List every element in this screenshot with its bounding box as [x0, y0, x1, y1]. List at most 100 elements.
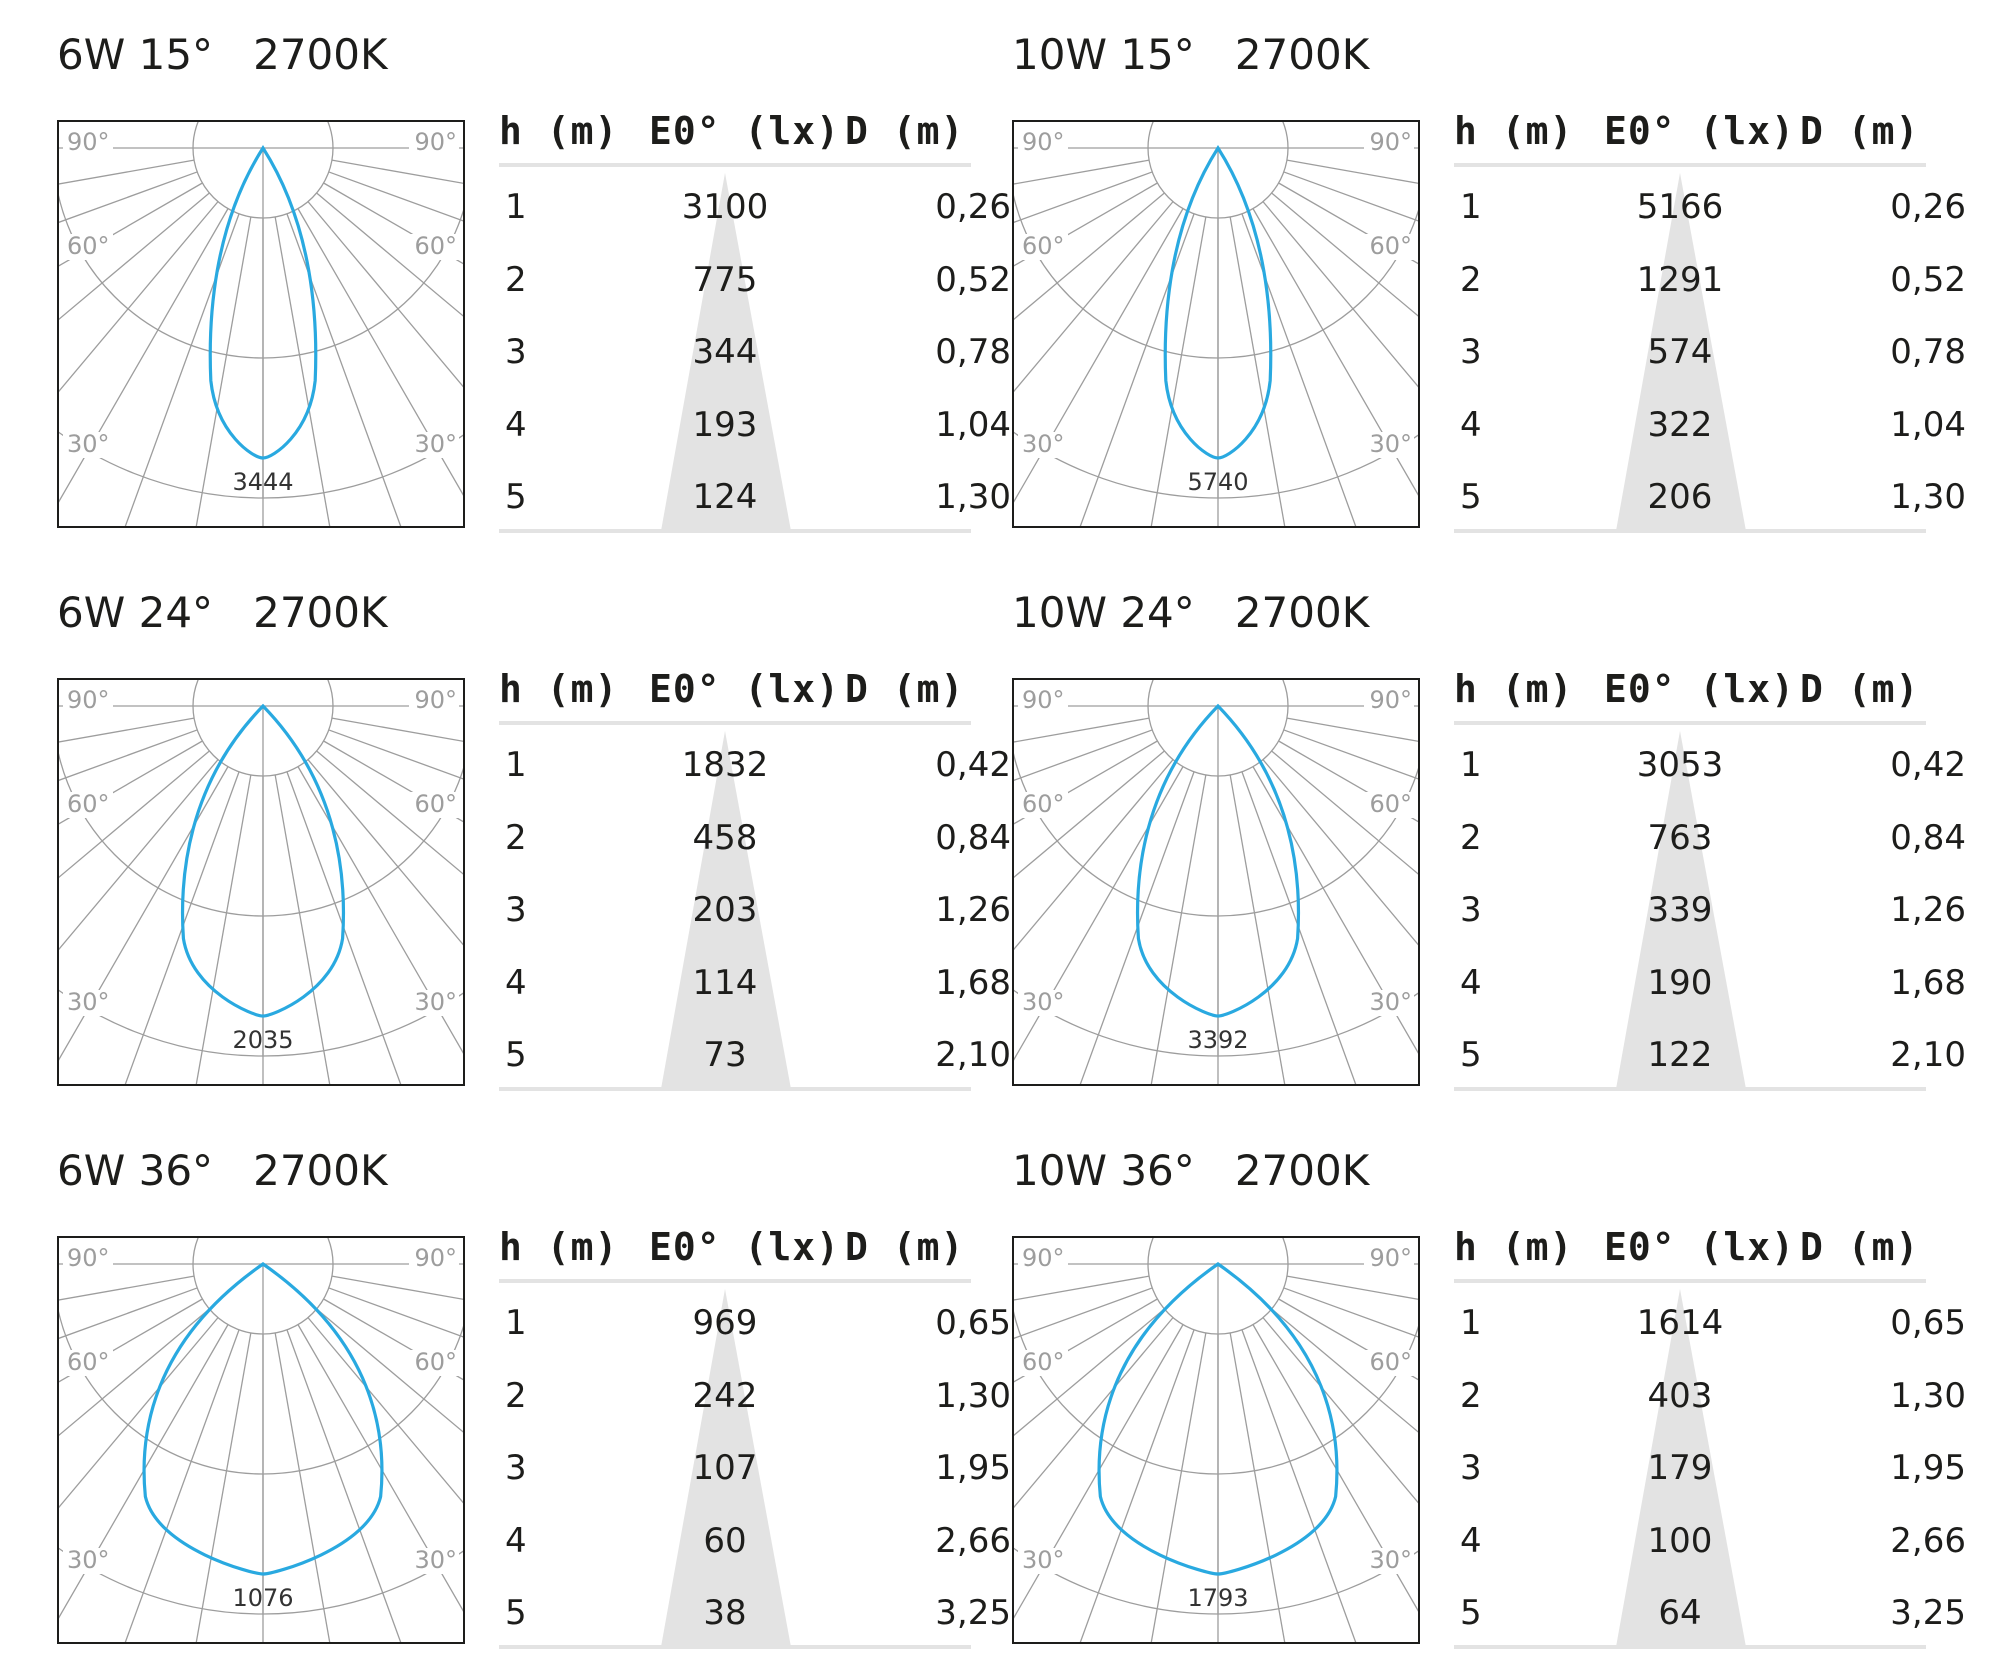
angle-label-bg	[409, 432, 459, 458]
light-cone	[661, 1289, 791, 1647]
table-bottom-line	[1454, 1087, 1926, 1091]
angle-label-bg	[63, 234, 113, 260]
angle-label: 30°	[1022, 988, 1065, 1016]
angle-label-bg	[409, 688, 459, 714]
row-diameter-cell: 0,26	[935, 187, 1011, 227]
grid-spoke	[331, 159, 463, 184]
angle-label: 60°	[1369, 1348, 1412, 1376]
grid-spoke	[323, 740, 463, 823]
column-header: D (m)	[1800, 109, 1920, 153]
grid-spoke	[1014, 1324, 1184, 1619]
column-header: h (m)	[499, 109, 619, 153]
grid-spoke	[1252, 1324, 1418, 1612]
grid-spoke	[1241, 1329, 1357, 1642]
polar-grid	[59, 680, 463, 1084]
angle-label-bg	[1364, 990, 1414, 1016]
row-height-cell: 3	[505, 332, 527, 372]
grid-ring	[1014, 752, 1418, 917]
row-illuminance-cell: 114	[692, 962, 758, 1003]
panel-title: 10W 36° 2700K	[1012, 1146, 1370, 1195]
photometric-panel: 10W 15° 2700K 90° 90° 60° 60° 30° 30° 5740 h (m)…	[1012, 0, 1966, 540]
table-bottom-line	[499, 529, 971, 533]
grid-spoke	[328, 171, 463, 222]
angle-label-bg	[63, 1246, 113, 1272]
polar-diagram: 90° 90° 60° 60° 30° 30° 3444	[57, 120, 465, 528]
polar-diagram: 90° 90° 60° 60° 30° 30° 5740	[1012, 120, 1420, 528]
grid-spoke	[1014, 759, 1174, 951]
row-illuminance-cell: 458	[692, 817, 758, 858]
row-height-cell: 3	[1460, 1448, 1482, 1488]
row-diameter-cell: 1,26	[935, 890, 1011, 930]
angle-label-bg	[1018, 792, 1068, 818]
grid-spoke	[1286, 1275, 1418, 1300]
grid-spoke	[1262, 759, 1418, 946]
illuminance-table: h (m) E0° (lx) D (m) 1 1832 0,42 2 458 0,84 3 203 1…	[499, 663, 1011, 1093]
grid-spoke	[1271, 1308, 1418, 1433]
angle-label-bg	[63, 792, 113, 818]
panel-title: 10W 15° 2700K	[1012, 30, 1370, 79]
angle-label-bg	[63, 432, 113, 458]
polar-grid-svg: 90° 90° 60° 60° 30° 30° 2035	[59, 680, 463, 1084]
header-divider	[499, 163, 971, 167]
row-diameter-cell: 1,30	[1890, 477, 1966, 517]
row-diameter-cell: 1,95	[935, 1448, 1011, 1488]
grid-spoke	[1286, 717, 1418, 742]
row-illuminance-cell: 1291	[1636, 259, 1724, 300]
column-header: D (m)	[845, 109, 965, 153]
row-illuminance-cell: 574	[1647, 332, 1713, 372]
row-illuminance-cell: 124	[692, 477, 758, 517]
angle-label-bg	[1018, 688, 1068, 714]
angle-label-bg	[1364, 234, 1414, 260]
angle-label: 30°	[67, 430, 110, 458]
polar-grid-svg: 90° 90° 60° 60° 30° 30° 1793	[1014, 1238, 1418, 1642]
column-header: h (m)	[1454, 1225, 1574, 1269]
row-diameter-cell: 3,25	[1890, 1593, 1966, 1633]
grid-spoke	[316, 192, 463, 317]
polar-grid-svg: 90° 90° 60° 60° 30° 30° 1076	[59, 1238, 463, 1642]
grid-spoke	[195, 216, 252, 526]
grid-spoke	[59, 1324, 229, 1619]
row-diameter-cell: 0,52	[935, 259, 1011, 300]
grid-spoke	[1079, 213, 1195, 526]
row-height-cell: 4	[505, 404, 527, 445]
polar-grid	[1014, 1238, 1418, 1642]
grid-spoke	[1229, 1332, 1286, 1642]
light-cone	[1616, 1289, 1746, 1647]
illuminance-table: h (m) E0° (lx) D (m) 1 3100 0,26 2 775 0,52 3 344 0…	[499, 105, 1011, 535]
angle-label: 60°	[1022, 232, 1065, 260]
row-diameter-cell: 1,68	[1890, 962, 1966, 1003]
photometric-panel: 10W 36° 2700K 90° 90° 60° 60° 30° 30° 1793 h (m)…	[1012, 1116, 1966, 1656]
grid-spoke	[323, 1298, 463, 1381]
grid-ring	[59, 989, 463, 1057]
grid-spoke	[1278, 182, 1418, 265]
grid-spoke	[1283, 1287, 1418, 1338]
peak-intensity-label: 2035	[232, 1026, 293, 1054]
polar-grid	[59, 122, 463, 526]
angle-label-bg	[1364, 688, 1414, 714]
angle-label: 90°	[1369, 1244, 1412, 1272]
angle-label: 90°	[67, 128, 110, 156]
grid-spoke	[1271, 192, 1418, 317]
angle-label-bg	[409, 1548, 459, 1574]
row-height-cell: 3	[1460, 332, 1482, 372]
angle-label-bg	[63, 688, 113, 714]
angle-label-bg	[63, 1350, 113, 1376]
row-illuminance-cell: 206	[1647, 477, 1713, 517]
row-illuminance-cell: 107	[692, 1448, 758, 1488]
row-illuminance-cell: 193	[692, 404, 758, 445]
angle-label: 90°	[414, 128, 457, 156]
grid-spoke	[1271, 750, 1418, 875]
photometric-panel: 6W 24° 2700K 90° 90° 60° 60° 30° 30° 2035 h (m) E…	[57, 558, 1011, 1098]
angle-label: 30°	[1369, 1546, 1412, 1574]
polar-grid-svg: 90° 90° 60° 60° 30° 30° 3444	[59, 122, 463, 526]
row-diameter-cell: 0,84	[1890, 817, 1966, 858]
grid-spoke	[328, 1287, 463, 1338]
grid-ring	[1014, 989, 1418, 1057]
row-height-cell: 2	[505, 817, 527, 858]
row-height-cell: 3	[1460, 890, 1482, 930]
grid-spoke	[1014, 1287, 1153, 1339]
column-header: E0° (lx)	[649, 109, 841, 153]
grid-spoke	[328, 729, 463, 780]
grid-spoke	[1229, 774, 1286, 1084]
angle-label-bg	[409, 130, 459, 156]
